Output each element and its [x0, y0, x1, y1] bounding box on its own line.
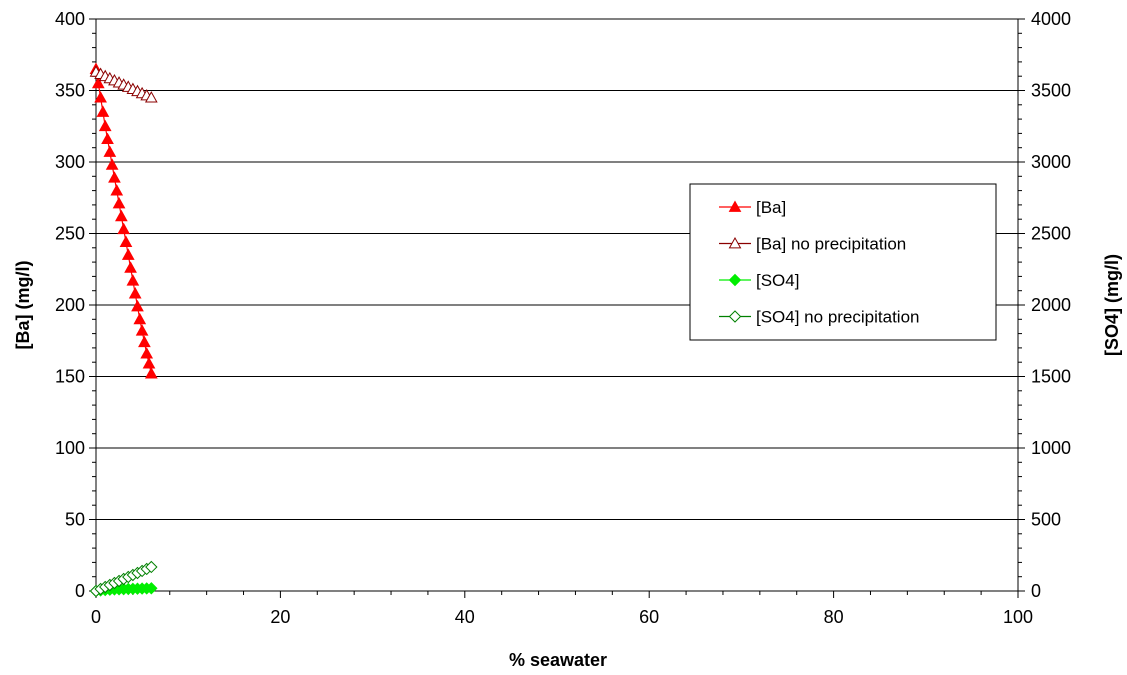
data-point [98, 119, 112, 132]
y-axis-title: [Ba] (mg/l) [13, 261, 33, 350]
data-point [105, 158, 119, 170]
plot-series [89, 62, 158, 598]
x-tick-label: 40 [455, 607, 475, 627]
y-tick-label: 300 [55, 152, 85, 172]
data-point [144, 367, 158, 379]
data-point [135, 324, 149, 336]
data-point [145, 582, 158, 595]
grid-lines [96, 18, 1018, 520]
series-3 [89, 560, 158, 598]
y2-axis-ticks: 0 500 1000 1500 2000 2500 3000 3500 4000 [1018, 9, 1071, 601]
y-tick-label: 150 [55, 367, 85, 387]
y-tick-label: 350 [55, 81, 85, 101]
legend: [Ba] [Ba] no precipitation [SO4] [SO4] no p… [689, 183, 997, 341]
series-0 [89, 62, 158, 379]
data-point [142, 357, 156, 369]
data-point [110, 184, 124, 196]
y-tick-label: 200 [55, 295, 85, 315]
x-tick-label: 0 [91, 607, 101, 627]
y2-tick-label: 3000 [1031, 152, 1071, 172]
data-point [103, 145, 117, 157]
data-point [144, 91, 158, 103]
x-tick-label: 60 [639, 607, 659, 627]
y2-tick-label: 3500 [1031, 81, 1071, 101]
series-1 [89, 65, 158, 103]
data-point [140, 347, 154, 359]
data-point [112, 196, 126, 209]
data-point [119, 235, 133, 247]
data-point [117, 222, 131, 235]
data-point [128, 287, 142, 299]
data-point [108, 171, 121, 183]
legend-marker [728, 310, 742, 323]
legend-marker [728, 200, 742, 212]
data-point [145, 560, 158, 574]
x-tick-label: 100 [1003, 607, 1033, 627]
y2-tick-label: 0 [1031, 581, 1041, 601]
data-point [115, 209, 128, 222]
x-tick-label: 80 [824, 607, 844, 627]
y-tick-label: 100 [55, 438, 85, 458]
data-point [131, 299, 144, 312]
y2-tick-label: 2000 [1031, 295, 1071, 315]
y-tick-label: 250 [55, 224, 85, 244]
legend-box [689, 183, 997, 341]
y-tick-label: 50 [65, 510, 85, 530]
y-tick-label: 0 [75, 581, 85, 601]
x-axis-ticks: 0 20 40 60 80 100 [91, 591, 1033, 627]
legend-label: [SO4] no precipitation [756, 308, 919, 327]
data-point [121, 248, 135, 260]
data-point [133, 312, 147, 325]
y2-tick-label: 500 [1031, 510, 1061, 530]
data-point [91, 76, 105, 89]
legend-label: [Ba] no precipitation [756, 235, 906, 254]
legend-marker [728, 273, 742, 287]
y2-tick-label: 1500 [1031, 367, 1071, 387]
y2-tick-label: 1000 [1031, 438, 1071, 458]
legend-label: [SO4] [756, 271, 799, 290]
y2-tick-label: 2500 [1031, 224, 1071, 244]
data-point [126, 274, 140, 286]
data-point [101, 132, 114, 145]
legend-marker [728, 236, 742, 249]
y-tick-label: 400 [55, 9, 85, 29]
x-tick-label: 20 [270, 607, 290, 627]
data-point [94, 91, 107, 103]
y-axis-ticks: 0 50 100 150 200 250 300 350 400 [55, 9, 96, 601]
data-point [138, 335, 151, 348]
legend-label: [Ba] [756, 198, 786, 217]
x-axis-title: % seawater [509, 650, 607, 670]
data-point [96, 105, 110, 117]
y2-axis-title: [SO4] (mg/l) [1102, 254, 1122, 356]
data-point [124, 261, 137, 273]
y2-tick-label: 4000 [1031, 9, 1071, 29]
